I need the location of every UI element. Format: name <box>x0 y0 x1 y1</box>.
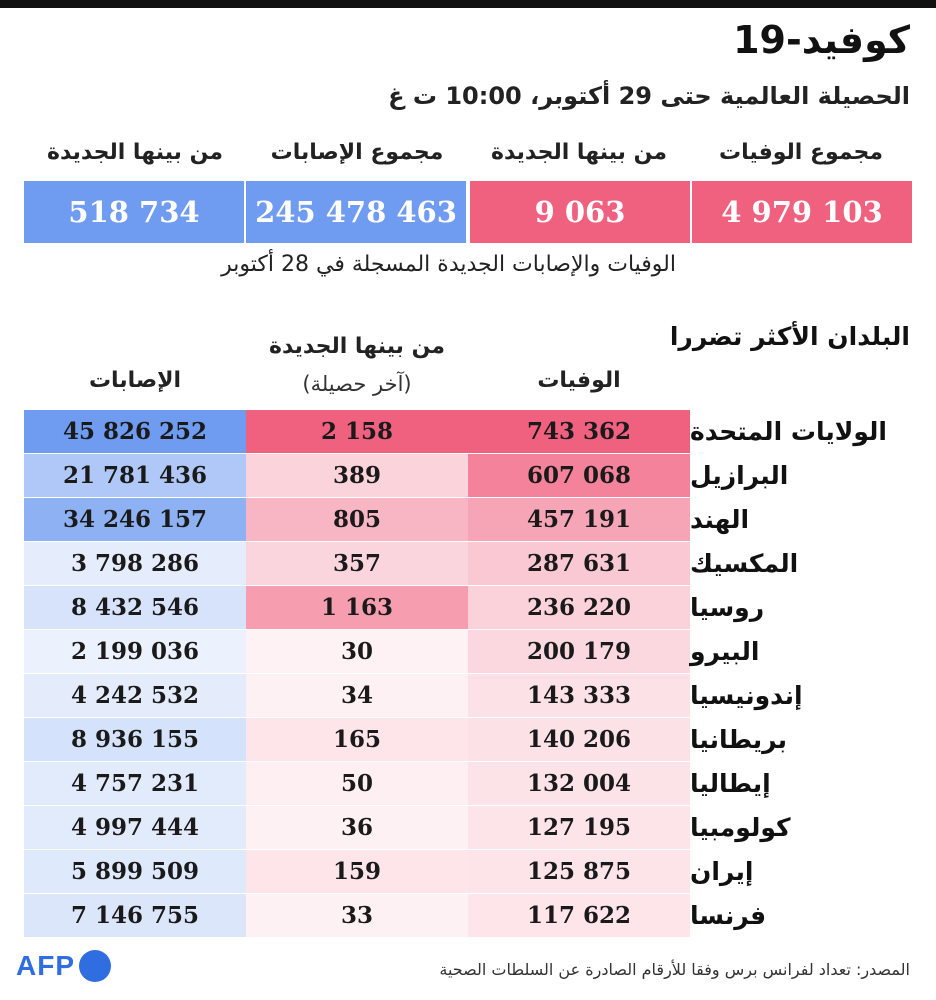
cases-cell: 4 757 231 <box>24 762 246 805</box>
cases-cell: 8 432 546 <box>24 586 246 629</box>
new-cell: 34 <box>246 674 468 717</box>
total-deaths-label: مجموع الوفيات <box>718 140 884 165</box>
col-cases-header: الإصابات <box>88 368 182 393</box>
new-cell: 30 <box>246 630 468 673</box>
country-cell: بريطانيا <box>690 725 788 754</box>
country-cell: البيرو <box>690 637 760 666</box>
col-new-subheader: (آخر حصيلة) <box>302 372 412 396</box>
table-row: 21 781 436 389 607 068 البرازيل <box>24 454 914 498</box>
country-cell: روسيا <box>690 593 765 622</box>
top-bar <box>0 0 936 8</box>
deaths-cell: 607 068 <box>468 454 690 497</box>
cases-cell: 4 997 444 <box>24 806 246 849</box>
table-row: 8 432 546 1 163 236 220 روسيا <box>24 586 914 630</box>
country-cell: الولايات المتحدة <box>690 417 887 446</box>
table-row: 8 936 155 165 140 206 بريطانيا <box>24 718 914 762</box>
table-row: 4 757 231 50 132 004 إيطاليا <box>24 762 914 806</box>
col-deaths-header: الوفيات <box>537 368 621 393</box>
cases-cell: 5 899 509 <box>24 850 246 893</box>
deaths-cell: 743 362 <box>468 410 690 453</box>
deaths-cell: 132 004 <box>468 762 690 805</box>
country-cell: إندونيسيا <box>690 681 803 710</box>
deaths-cell: 200 179 <box>468 630 690 673</box>
col-new-header: من بينها الجديدة <box>268 334 446 359</box>
table-row: 3 798 286 357 287 631 المكسيك <box>24 542 914 586</box>
deaths-cell: 127 195 <box>468 806 690 849</box>
deaths-cell: 140 206 <box>468 718 690 761</box>
new-cell: 2 158 <box>246 410 468 453</box>
deaths-cell: 287 631 <box>468 542 690 585</box>
country-cell: البرازيل <box>690 461 789 490</box>
new-cell: 1 163 <box>246 586 468 629</box>
country-cell: إيران <box>690 857 754 886</box>
new-cell: 33 <box>246 894 468 937</box>
cases-cell: 7 146 755 <box>24 894 246 937</box>
cases-cell: 45 826 252 <box>24 410 246 453</box>
afp-logo: AFP <box>16 950 111 982</box>
new-cell: 159 <box>246 850 468 893</box>
country-cell: المكسيك <box>690 549 799 578</box>
afp-dot-icon <box>79 950 111 982</box>
deaths-cell: 143 333 <box>468 674 690 717</box>
country-cell: الهند <box>690 505 750 534</box>
page-subtitle: الحصيلة العالمية حتى 29 أكتوبر، 10:00 ت … <box>388 82 910 110</box>
new-cases-label: من بينها الجديدة <box>46 140 224 165</box>
new-cell: 36 <box>246 806 468 849</box>
new-deaths-value: 9 063 <box>470 181 690 243</box>
deaths-cell: 457 191 <box>468 498 690 541</box>
cases-cell: 34 246 157 <box>24 498 246 541</box>
new-cell: 389 <box>246 454 468 497</box>
cases-cell: 21 781 436 <box>24 454 246 497</box>
table-row: 5 899 509 159 125 875 إيران <box>24 850 914 894</box>
deaths-cell: 125 875 <box>468 850 690 893</box>
cases-cell: 2 199 036 <box>24 630 246 673</box>
deaths-cell: 117 622 <box>468 894 690 937</box>
section-title: البلدان الأكثر تضررا <box>669 322 910 351</box>
cases-cell: 4 242 532 <box>24 674 246 717</box>
afp-logo-text: AFP <box>16 950 75 981</box>
source-note: المصدر: تعداد لفرانس برس وفقا للأرقام ال… <box>439 960 910 979</box>
new-cases-value: 518 734 <box>24 181 244 243</box>
summary-note: الوفيات والإصابات الجديدة المسجلة في 28 … <box>221 252 676 277</box>
table-row: 45 826 252 2 158 743 362 الولايات المتحدة <box>24 410 914 454</box>
total-deaths-value: 4 979 103 <box>692 181 912 243</box>
table-row: 34 246 157 805 457 191 الهند <box>24 498 914 542</box>
table-row: 2 199 036 30 200 179 البيرو <box>24 630 914 674</box>
total-cases-label: مجموع الإصابات <box>270 140 444 165</box>
table-row: 7 146 755 33 117 622 فرنسا <box>24 894 914 938</box>
table-row: 4 242 532 34 143 333 إندونيسيا <box>24 674 914 718</box>
new-deaths-label: من بينها الجديدة <box>490 140 668 165</box>
table-row: 4 997 444 36 127 195 كولومبيا <box>24 806 914 850</box>
new-cell: 805 <box>246 498 468 541</box>
total-cases-value: 245 478 463 <box>246 181 466 243</box>
new-cell: 50 <box>246 762 468 805</box>
country-cell: فرنسا <box>690 901 767 930</box>
page-title: كوفيد-19 <box>733 18 910 62</box>
deaths-cell: 236 220 <box>468 586 690 629</box>
new-cell: 165 <box>246 718 468 761</box>
cases-cell: 3 798 286 <box>24 542 246 585</box>
cases-cell: 8 936 155 <box>24 718 246 761</box>
new-cell: 357 <box>246 542 468 585</box>
country-cell: كولومبيا <box>690 813 791 842</box>
country-cell: إيطاليا <box>690 769 771 798</box>
